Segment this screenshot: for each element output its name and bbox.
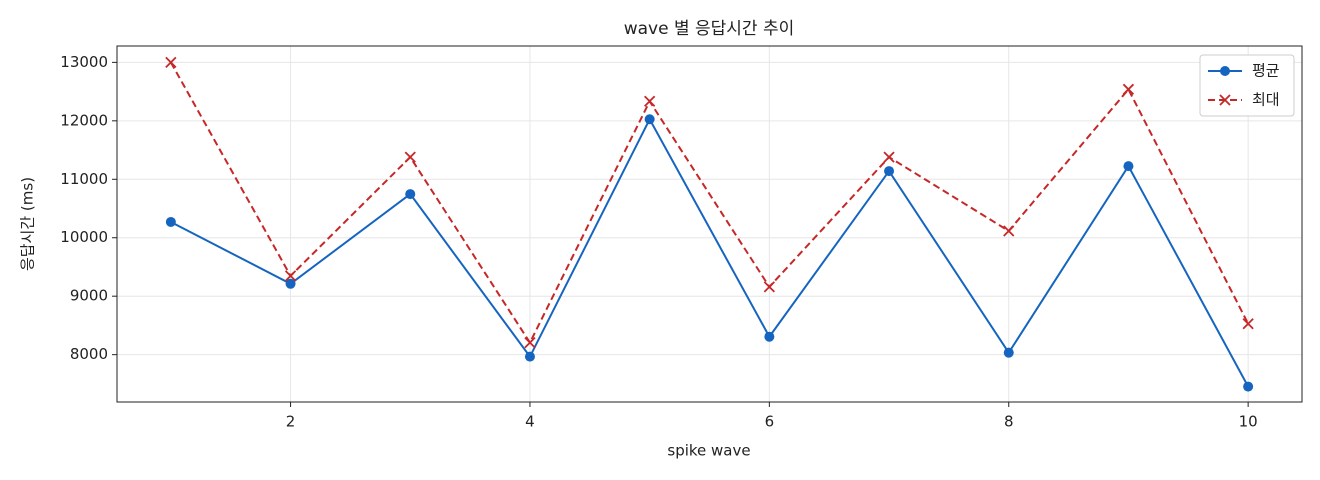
y-tick-label: 9000 bbox=[70, 287, 108, 305]
series-line bbox=[170, 117, 1250, 388]
x-axis-label: spike wave bbox=[667, 442, 750, 460]
legend-marker bbox=[1220, 66, 1230, 76]
x-tick-label: 8 bbox=[1004, 413, 1014, 431]
x-tick-label: 6 bbox=[765, 413, 775, 431]
data-point bbox=[404, 151, 416, 163]
data-point bbox=[1003, 225, 1015, 237]
data-point bbox=[285, 278, 296, 289]
data-point bbox=[1122, 83, 1135, 95]
x-tick-label: 2 bbox=[286, 413, 296, 431]
y-axis-label: 응답시간 (ms) bbox=[19, 177, 37, 271]
x-tick-label: 10 bbox=[1239, 413, 1258, 431]
legend-label: 최대 bbox=[1252, 91, 1280, 109]
data-point bbox=[763, 281, 775, 293]
data-point bbox=[284, 270, 297, 282]
data-point bbox=[1243, 381, 1254, 392]
data-point bbox=[764, 331, 775, 342]
data-point bbox=[1003, 347, 1014, 358]
data-point bbox=[524, 337, 536, 349]
data-point bbox=[165, 56, 177, 69]
data-point bbox=[644, 114, 655, 125]
data-point bbox=[644, 95, 656, 107]
data-point bbox=[883, 151, 895, 163]
data-point bbox=[884, 166, 895, 177]
data-point bbox=[165, 216, 176, 227]
data-point bbox=[405, 189, 416, 200]
y-tick-label: 10000 bbox=[60, 228, 108, 246]
legend-label: 평균 bbox=[1252, 62, 1280, 80]
data-point bbox=[1242, 318, 1254, 330]
legend-box bbox=[1199, 54, 1295, 117]
legend-marker bbox=[1219, 94, 1231, 106]
plot-frame bbox=[116, 45, 1303, 403]
y-tick-label: 8000 bbox=[70, 345, 108, 363]
data-point bbox=[1123, 161, 1134, 172]
data-point bbox=[524, 351, 535, 362]
y-tick-label: 11000 bbox=[60, 170, 108, 188]
y-tick-label: 12000 bbox=[60, 111, 108, 129]
chart-title: wave 별 응답시간 추이 bbox=[624, 19, 795, 39]
series-line bbox=[169, 61, 1250, 345]
x-tick-label: 4 bbox=[525, 413, 535, 431]
y-tick-label: 13000 bbox=[60, 53, 108, 71]
